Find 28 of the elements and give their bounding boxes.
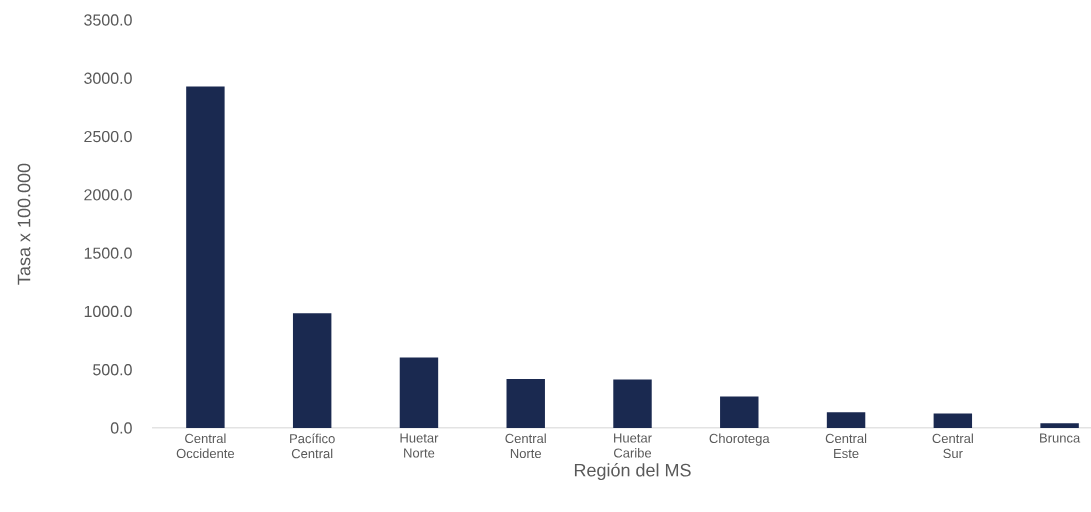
x-tick-label: Central Norte: [505, 433, 546, 459]
y-tick-label: 2000.0: [84, 189, 132, 201]
bar: [506, 379, 545, 428]
bar: [399, 357, 439, 428]
x-tick-label: Central Este: [825, 433, 867, 459]
bar: [292, 313, 332, 428]
x-tick-label: Huetar Caribe: [614, 433, 652, 458]
x-tick-label: Brunca: [1040, 433, 1081, 443]
x-tick-label: Central Occidente: [176, 433, 235, 459]
bar: [186, 86, 225, 428]
bar: [720, 396, 759, 428]
y-tick-label: 3000.0: [84, 72, 132, 84]
y-tick-label: 1500.0: [84, 247, 132, 259]
bar: [1040, 423, 1079, 428]
y-tick-label: 2500.0: [84, 130, 132, 143]
y-tick-label: 1000.0: [84, 305, 132, 318]
x-axis-title: Región del MS: [574, 463, 691, 481]
bar: [826, 412, 866, 428]
x-tick-label: Chorotega: [709, 433, 770, 446]
x-tick-label: Central Sur: [932, 433, 973, 459]
y-tick-label: 0.0: [110, 422, 132, 434]
bar: [613, 379, 652, 428]
y-tick-label: 3500.0: [84, 14, 132, 26]
y-axis-title: Tasa x 100.000: [17, 163, 31, 285]
x-tick-label: Pacífico Central: [290, 433, 335, 459]
y-tick-label: 500.0: [93, 364, 132, 376]
bar: [933, 413, 973, 428]
x-tick-label: Huetar Norte: [400, 433, 439, 458]
